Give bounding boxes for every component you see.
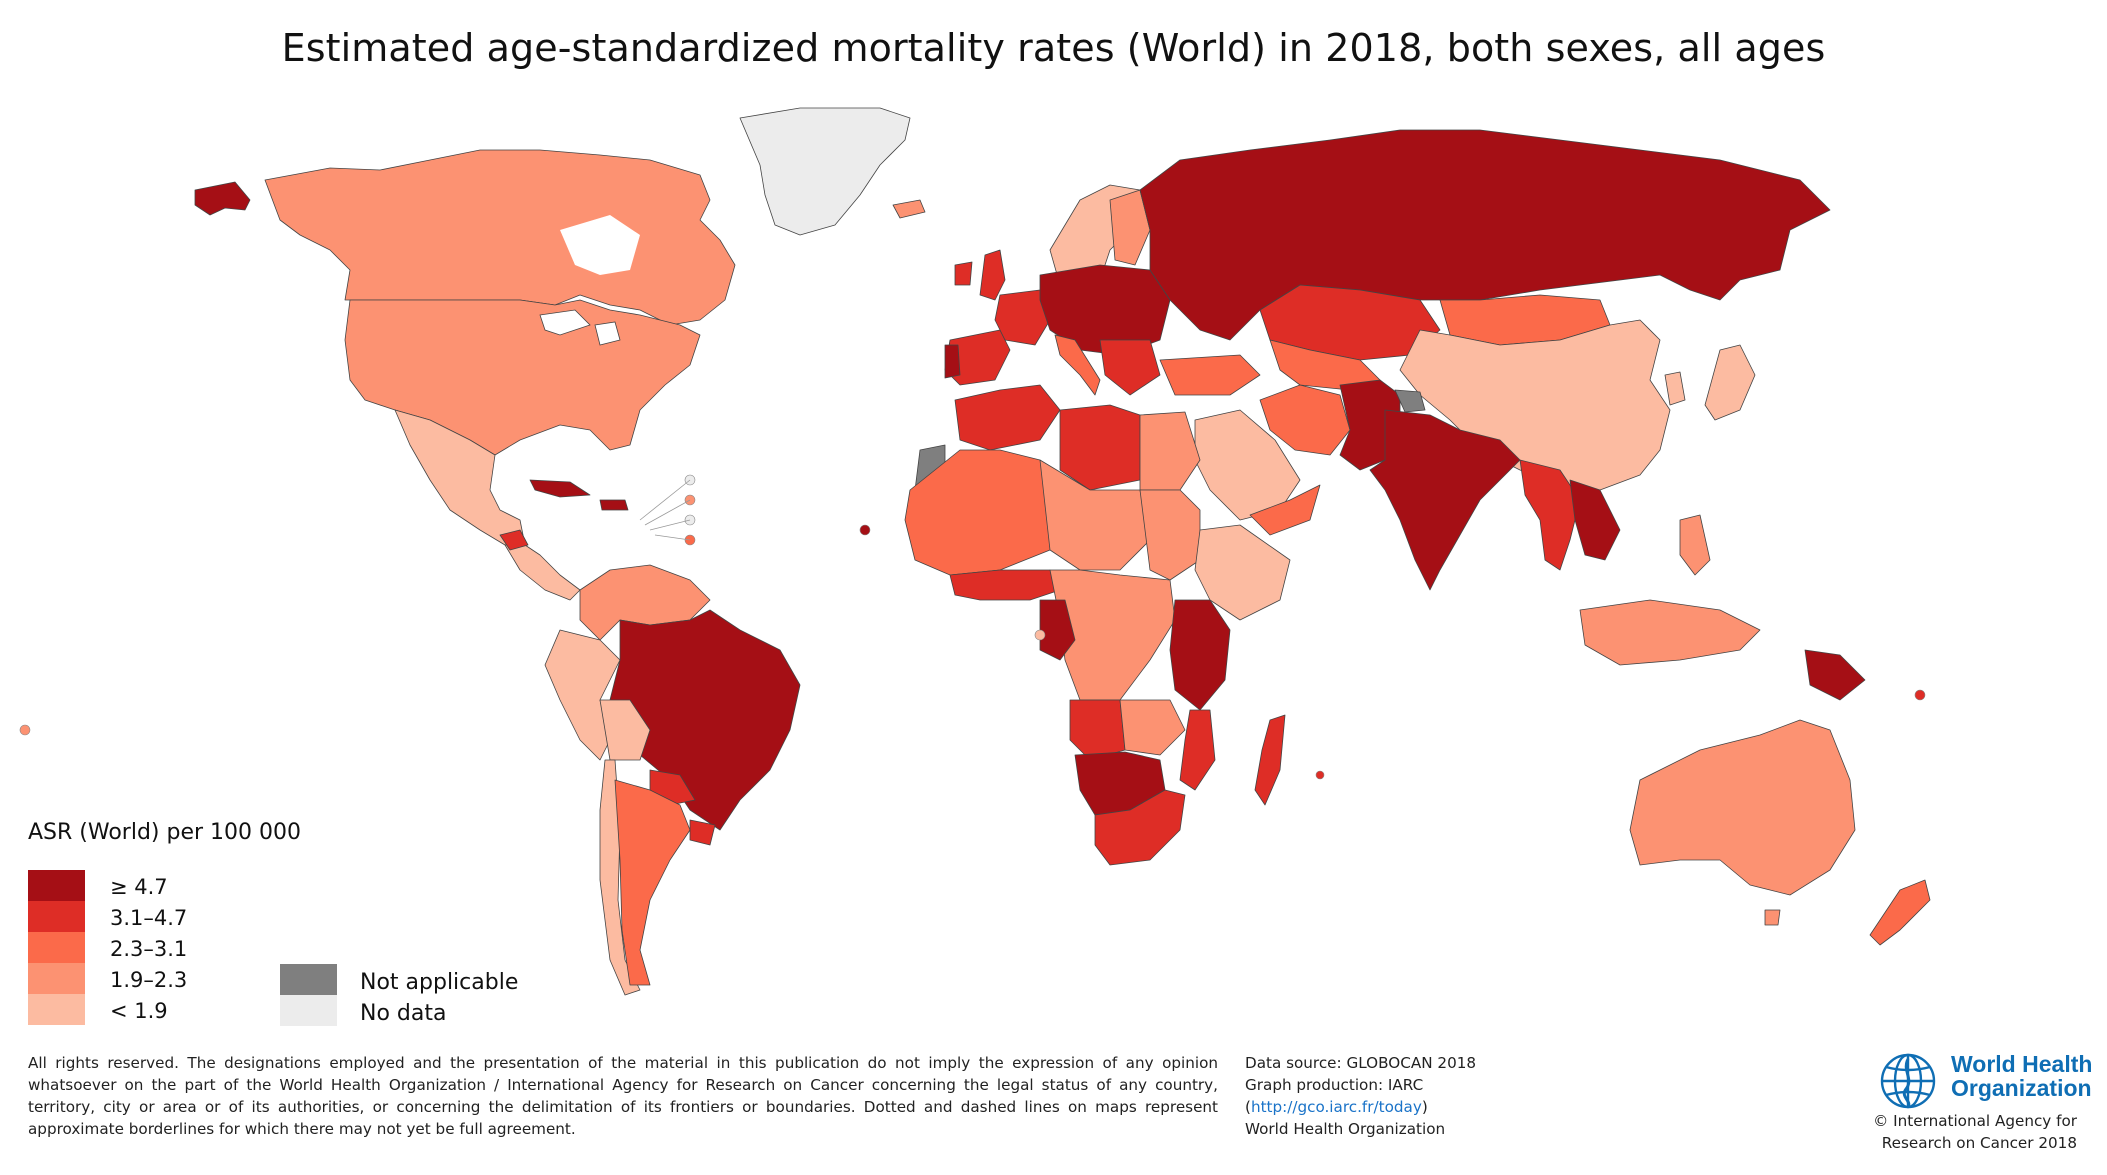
madagascar-region[interactable] (1254, 714, 1286, 806)
mexico-region[interactable] (394, 409, 526, 546)
who-emblem-icon (1880, 1053, 1936, 1109)
copyright-line2: Research on Cancer 2018 (1881, 1134, 2077, 1152)
canada-region[interactable] (264, 149, 736, 326)
legend-swatch-no-data (280, 995, 337, 1026)
graph-production: Graph production: IARC (1245, 1076, 1424, 1094)
uruguay-region[interactable] (689, 819, 716, 846)
island-dot-7 (1914, 689, 1926, 701)
data-source-block: Data source: GLOBOCAN 2018 Graph product… (1245, 1052, 1545, 1140)
mozambique-region[interactable] (1179, 709, 1216, 791)
indochina-region[interactable] (1569, 479, 1621, 561)
great-lakes-east (594, 321, 621, 346)
west-africa-coast-region[interactable] (949, 569, 1061, 601)
island-dot-9 (1315, 770, 1325, 780)
ethiopia-somalia-region[interactable] (1194, 524, 1291, 621)
kashmir-region[interactable] (1394, 389, 1426, 413)
russia-region[interactable] (1139, 129, 1831, 341)
australia-region[interactable] (1629, 719, 1856, 896)
legend-swatch-5 (28, 994, 85, 1025)
east-africa-region[interactable] (1169, 599, 1231, 711)
legend-swatch-not-applicable (280, 964, 337, 995)
malaysia-indonesia-region[interactable] (1579, 599, 1761, 666)
who-name: World Health Organization (1951, 1052, 2092, 1100)
egypt-region[interactable] (1139, 411, 1201, 491)
italy-region[interactable] (1054, 334, 1101, 396)
sudan-region[interactable] (1139, 489, 1201, 581)
north-africa-west-region[interactable] (954, 384, 1061, 451)
balkans-region[interactable] (1099, 339, 1161, 396)
world-choropleth-map (19, 107, 1931, 996)
usa-region[interactable] (344, 299, 701, 456)
hispaniola-region[interactable] (599, 499, 629, 511)
legend-swatch-4 (28, 963, 85, 994)
argentina-region[interactable] (614, 779, 691, 986)
who-name-line2: Organization (1951, 1075, 2092, 1101)
alaska-region[interactable] (194, 181, 251, 216)
legend-label-no-data: No data (360, 1001, 447, 1026)
data-source: Data source: GLOBOCAN 2018 (1245, 1054, 1477, 1072)
bolivia-region[interactable] (599, 699, 651, 761)
portugal-region[interactable] (944, 344, 961, 379)
tasmania-region[interactable] (1764, 909, 1781, 926)
island-dot-8 (1034, 629, 1046, 641)
peru-ecuador-region[interactable] (544, 629, 621, 761)
disclaimer-text: All rights reserved. The designations em… (28, 1054, 1218, 1138)
great-lakes (539, 309, 591, 336)
yemen-oman-region[interactable] (1249, 484, 1321, 536)
island-dot-6 (19, 724, 31, 736)
myanmar-thailand-region[interactable] (1519, 459, 1581, 571)
zambia-region[interactable] (1119, 699, 1186, 756)
legend-title: ASR (World) per 100 000 (28, 820, 302, 845)
chad-niger-region[interactable] (1039, 459, 1151, 571)
map-title: Estimated age-standardized mortality rat… (281, 26, 1826, 70)
south-africa-region[interactable] (1094, 789, 1186, 866)
legend-swatch-2 (28, 901, 85, 932)
china-region[interactable] (1399, 319, 1671, 491)
legend-swatch-1 (28, 870, 85, 901)
angola-region[interactable] (1069, 699, 1126, 761)
greenland-region[interactable] (739, 107, 911, 236)
korea-region[interactable] (1664, 371, 1686, 406)
legend-label-1: ≥ 4.7 (110, 875, 168, 899)
copyright: © International Agency for Research on C… (1777, 1110, 2077, 1154)
central-america-region[interactable] (504, 544, 581, 601)
island-dot-1 (859, 524, 871, 536)
cuba-region[interactable] (529, 479, 591, 498)
hudson-bay (560, 215, 640, 275)
legend-label-2: 3.1–4.7 (110, 906, 188, 930)
papua-new-guinea-region[interactable] (1804, 649, 1866, 701)
legend-swatch-3 (28, 932, 85, 963)
gco-link[interactable]: http://gco.iarc.fr/today (1250, 1098, 1422, 1116)
india-region[interactable] (1369, 409, 1521, 591)
new-zealand-region[interactable] (1869, 879, 1931, 946)
who-name-line1: World Health (1951, 1051, 2093, 1077)
ireland-region[interactable] (954, 261, 973, 286)
finland-region[interactable] (1109, 189, 1151, 266)
libya-region[interactable] (1059, 404, 1141, 491)
philippines-region[interactable] (1679, 514, 1711, 576)
legend-label-3: 2.3–3.1 (110, 937, 188, 961)
copyright-line1: © International Agency for (1873, 1112, 2077, 1130)
organization: World Health Organization (1245, 1120, 1446, 1138)
japan-region[interactable] (1704, 344, 1756, 421)
guatemala-region[interactable] (499, 529, 529, 551)
legend-label-4: 1.9–2.3 (110, 968, 188, 992)
legend-label-not-applicable: Not applicable (360, 970, 519, 995)
iran-region[interactable] (1259, 384, 1351, 456)
cameroon-gabon-region[interactable] (1039, 599, 1076, 661)
url-line: (http://gco.iarc.fr/today) (1245, 1098, 1428, 1116)
turkey-region[interactable] (1159, 354, 1261, 396)
uk-region[interactable] (979, 249, 1006, 301)
iceland-region[interactable] (892, 199, 926, 219)
legend-label-5: < 1.9 (110, 999, 168, 1023)
